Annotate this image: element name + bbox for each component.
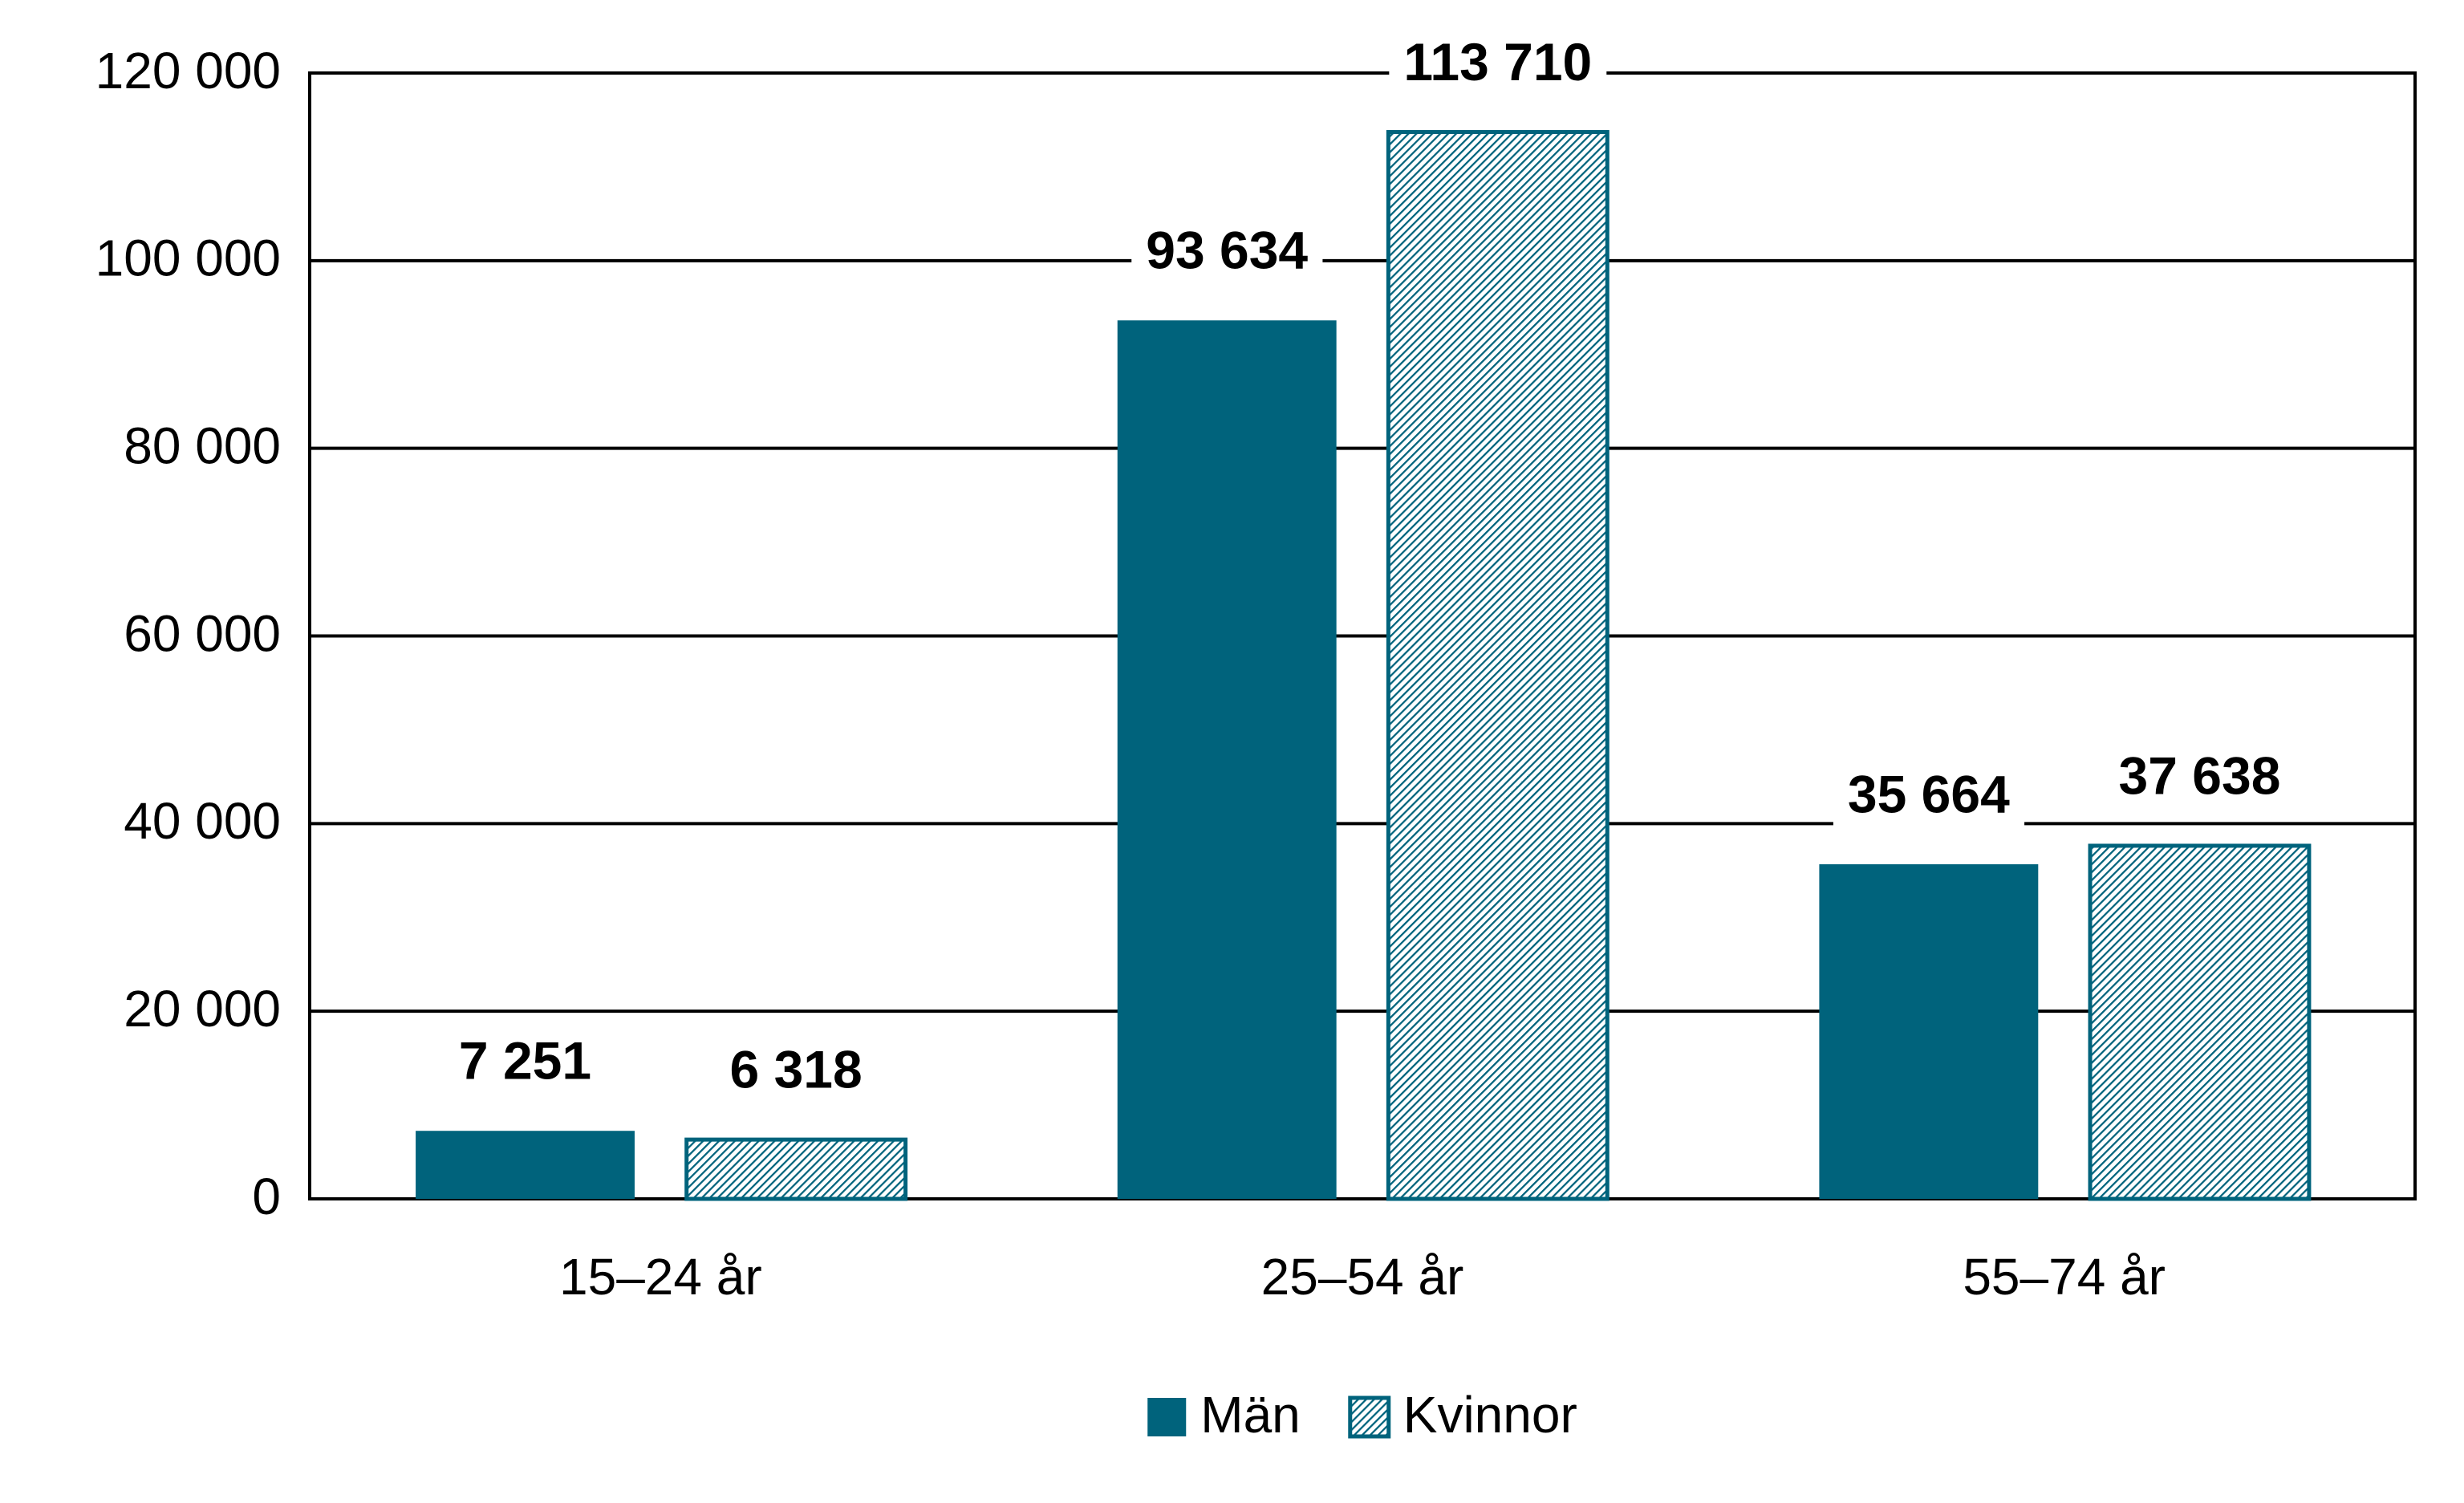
value-label: 37 638 [2119,745,2281,805]
bar [416,1131,635,1199]
legend-swatch [1147,1398,1187,1436]
plot-frame [308,71,2417,1200]
value-label: 6 318 [730,1040,863,1099]
y-tick-label: 0 [252,1168,281,1225]
y-tick-label: 20 000 [124,980,281,1038]
legend-swatch [1348,1395,1391,1439]
legend-label: Kvinnor [1403,1386,1577,1444]
legend-item: Män [1147,1386,1301,1444]
value-label-bg [2104,742,2296,809]
x-tick-label: 15–24 år [559,1248,762,1306]
value-label-bg [715,1036,877,1103]
value-label-bg [1389,28,1607,95]
bar [2088,843,2312,1201]
value-label: 113 710 [1403,32,1592,91]
value-label-group: 113 710 [1389,28,1607,95]
bar [1819,864,2039,1199]
y-tick-label: 100 000 [95,230,281,287]
bar [1386,130,1610,1201]
value-label: 7 251 [459,1031,591,1091]
legend-label: Män [1200,1386,1301,1444]
value-label-group: 37 638 [2104,742,2296,809]
value-label: 93 634 [1146,221,1308,280]
y-tick-label: 40 000 [124,792,281,850]
value-label-bg [1833,761,2025,827]
value-label: 35 664 [1848,764,2010,823]
y-tick-label: 80 000 [124,417,281,475]
y-tick-label: 120 000 [95,42,281,100]
value-label-group: 6 318 [715,1036,877,1103]
value-label-group: 7 251 [444,1027,607,1094]
bar [1117,320,1337,1200]
value-label-group: 93 634 [1131,217,1323,283]
x-tick-label: 25–54 år [1261,1248,1464,1306]
legend-item: Kvinnor [1348,1386,1577,1444]
x-tick-label: 55–74 år [1963,1248,2166,1306]
bar [684,1137,908,1201]
value-label-group: 35 664 [1833,761,2025,827]
value-label-bg [1131,217,1323,283]
value-label-bg [444,1027,607,1094]
y-tick-label: 60 000 [124,604,281,662]
